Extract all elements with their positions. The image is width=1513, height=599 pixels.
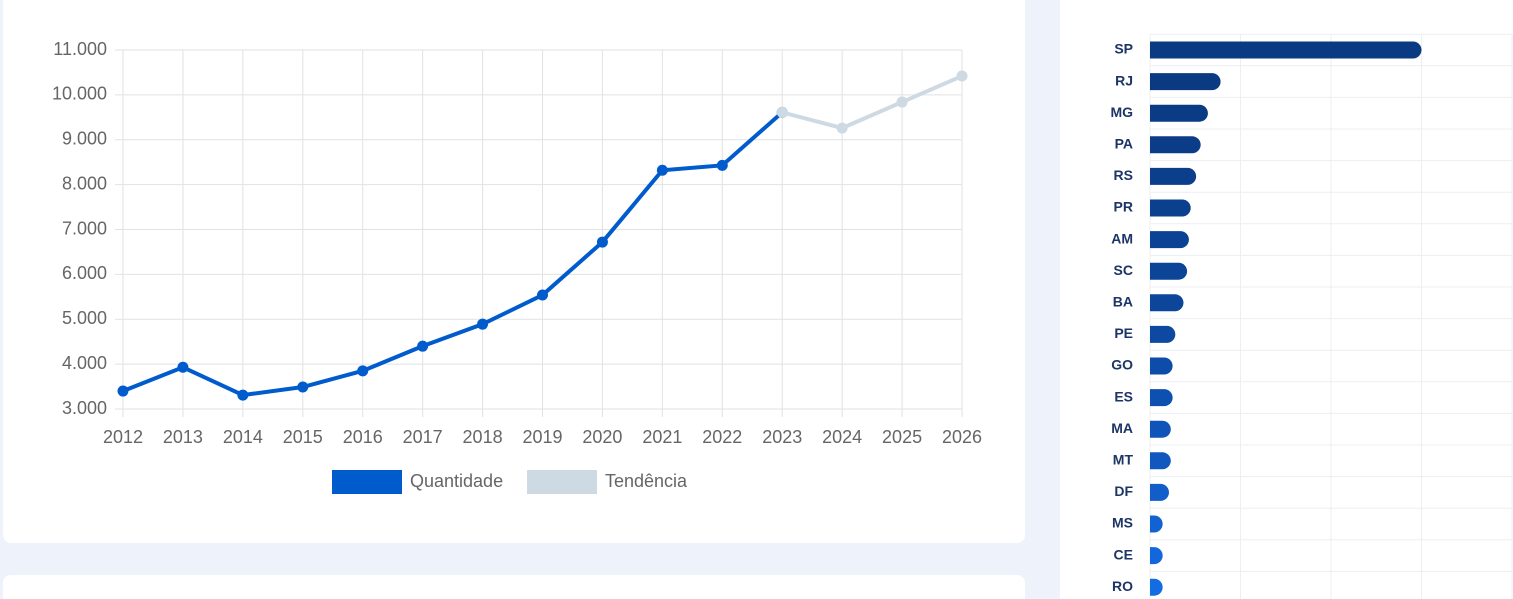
x-tick-label: 2024	[822, 427, 862, 447]
category-label: MA	[1111, 420, 1133, 436]
data-point	[537, 289, 548, 301]
data-point	[297, 381, 309, 393]
bar	[1150, 231, 1189, 249]
x-tick-label: 2021	[642, 427, 682, 447]
category-label: RO	[1112, 578, 1133, 594]
x-tick-label: 2022	[702, 427, 742, 447]
y-tick-label: 6.000	[62, 263, 107, 283]
series-line	[122, 110, 784, 398]
category-label: SP	[1114, 41, 1133, 57]
data-point	[956, 70, 968, 82]
legend-swatch	[332, 470, 402, 494]
legend-label: Tendência	[605, 471, 688, 491]
data-point	[716, 159, 728, 171]
data-point	[776, 106, 788, 118]
bar-card	[1060, 0, 1513, 599]
bar-chart: SP RJ MG PA RS PR AM SC BA PE GO ES MA MT DF MS CE RO	[1110, 33, 1513, 599]
y-tick-label: 10.000	[52, 84, 107, 104]
category-label: GO	[1111, 357, 1133, 373]
data-point	[596, 236, 608, 248]
bar	[1150, 483, 1170, 501]
data-point	[237, 389, 249, 401]
bar	[1150, 357, 1173, 375]
lower-card	[3, 575, 1025, 599]
bar	[1150, 325, 1176, 343]
line-card	[3, 0, 1025, 543]
category-label: MG	[1110, 104, 1133, 120]
category-label: SC	[1114, 262, 1133, 278]
x-tick-label: 2014	[223, 427, 263, 447]
y-tick-label: 5.000	[62, 308, 107, 328]
data-point	[357, 365, 369, 377]
bar	[1150, 515, 1163, 533]
bar	[1150, 199, 1191, 217]
data-point	[656, 164, 668, 176]
bar	[1150, 452, 1171, 470]
category-label: CE	[1114, 546, 1133, 562]
x-tick-label: 2017	[403, 427, 443, 447]
bar	[1150, 547, 1163, 565]
y-tick-label: 8.000	[62, 173, 107, 193]
category-label: DF	[1114, 483, 1133, 499]
y-tick-label: 4.000	[62, 353, 107, 373]
y-tick-label: 9.000	[62, 129, 107, 149]
bar	[1150, 262, 1188, 280]
bar	[1150, 167, 1197, 185]
y-tick-label: 11.000	[53, 39, 107, 59]
category-label: MT	[1113, 452, 1134, 468]
bar	[1150, 73, 1221, 91]
x-tick-label: 2026	[942, 427, 982, 447]
bar	[1150, 389, 1173, 407]
data-point	[477, 318, 489, 330]
data-point	[896, 96, 908, 108]
data-point	[836, 122, 848, 134]
x-tick-label: 2013	[163, 427, 203, 447]
bar	[1150, 104, 1208, 122]
bar	[1150, 136, 1201, 154]
data-point	[417, 340, 429, 352]
y-tick-label: 3.000	[62, 398, 107, 418]
x-tick-label: 2015	[283, 427, 323, 447]
data-point	[177, 361, 189, 373]
legend-label: Quantidade	[410, 471, 503, 491]
bar	[1150, 420, 1171, 438]
category-label: BA	[1113, 294, 1133, 310]
category-label: RJ	[1115, 72, 1133, 88]
line-chart: 3.000 4.000 5.000 6.000 7.000 8.000 9.000 10.00…	[52, 39, 982, 494]
x-tick-label: 2016	[343, 427, 383, 447]
category-label: MS	[1112, 515, 1133, 531]
x-tick-label: 2025	[882, 427, 922, 447]
data-point	[117, 385, 129, 397]
category-label: PR	[1114, 199, 1133, 215]
x-tick-label: 2012	[103, 427, 143, 447]
legend-swatch	[527, 470, 597, 494]
series-line	[781, 74, 963, 131]
category-label: AM	[1111, 230, 1133, 246]
x-tick-label: 2019	[522, 427, 562, 447]
y-tick-label: 7.000	[62, 218, 107, 238]
bar	[1150, 294, 1184, 312]
category-label: PA	[1115, 136, 1133, 152]
x-tick-label: 2023	[762, 427, 802, 447]
category-label: ES	[1114, 388, 1133, 404]
bar	[1150, 578, 1163, 596]
category-label: RS	[1114, 167, 1133, 183]
x-tick-label: 2018	[463, 427, 503, 447]
bar	[1150, 41, 1422, 59]
category-label: PE	[1114, 325, 1133, 341]
x-tick-label: 2020	[582, 427, 622, 447]
